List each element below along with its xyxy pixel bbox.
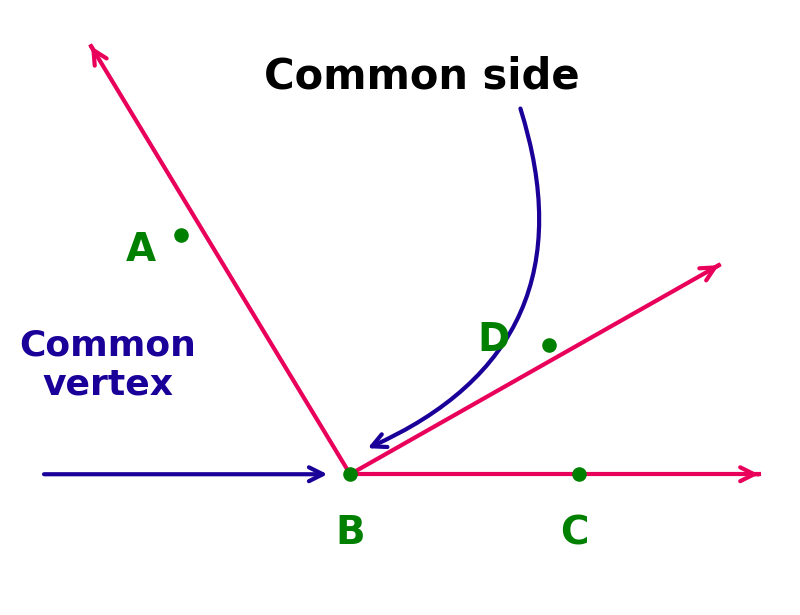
Point: [344, 469, 357, 479]
Point: [573, 469, 586, 479]
Text: B: B: [335, 514, 365, 552]
Text: D: D: [478, 321, 510, 359]
Point: [174, 231, 187, 240]
Text: Common
vertex: Common vertex: [19, 328, 196, 402]
Text: A: A: [126, 231, 156, 269]
FancyArrowPatch shape: [372, 109, 539, 447]
Text: C: C: [560, 514, 589, 552]
Text: Common side: Common side: [264, 55, 579, 97]
Point: [543, 340, 556, 350]
